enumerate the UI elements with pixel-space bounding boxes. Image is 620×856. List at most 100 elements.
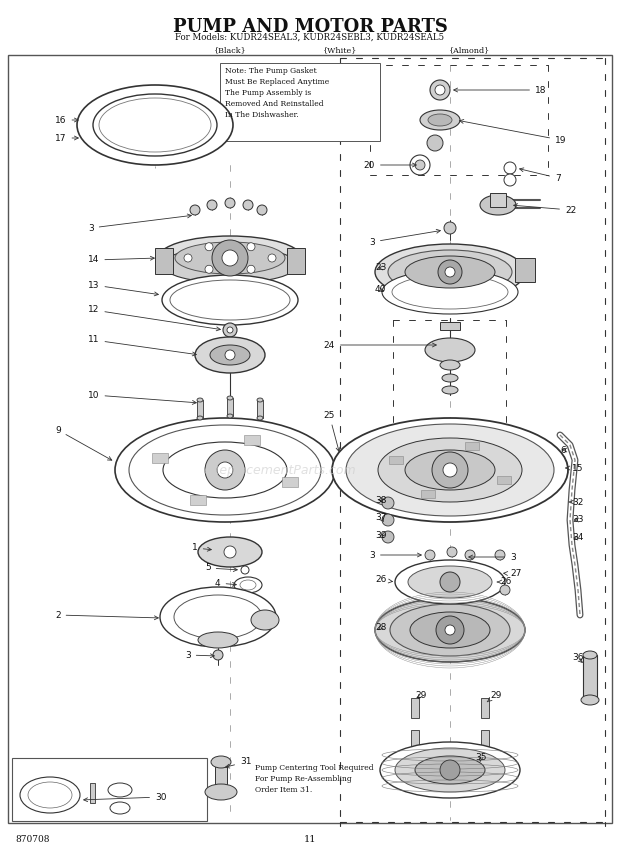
Text: 40: 40	[375, 286, 386, 294]
Ellipse shape	[480, 195, 516, 215]
Text: 19: 19	[459, 120, 567, 145]
Text: 3: 3	[469, 552, 516, 562]
Ellipse shape	[28, 782, 72, 808]
Ellipse shape	[405, 256, 495, 288]
Ellipse shape	[405, 450, 495, 490]
Ellipse shape	[234, 577, 262, 593]
Ellipse shape	[500, 585, 510, 595]
Bar	[281, 478, 298, 487]
Text: 6: 6	[560, 445, 567, 455]
Ellipse shape	[195, 337, 265, 373]
Text: 3: 3	[370, 229, 440, 247]
Text: eReplacementParts.com: eReplacementParts.com	[204, 463, 356, 477]
Ellipse shape	[375, 598, 525, 662]
Bar	[215, 762, 227, 792]
Ellipse shape	[205, 784, 237, 800]
Ellipse shape	[227, 414, 233, 418]
Bar	[440, 322, 460, 330]
Ellipse shape	[436, 616, 464, 644]
Bar	[244, 436, 260, 445]
Text: 29: 29	[415, 691, 427, 699]
Ellipse shape	[129, 425, 321, 515]
Ellipse shape	[190, 205, 200, 215]
Bar	[421, 490, 435, 498]
Ellipse shape	[257, 398, 263, 402]
Text: 3: 3	[370, 550, 422, 560]
Text: 26: 26	[497, 578, 511, 586]
Ellipse shape	[390, 604, 510, 656]
Ellipse shape	[382, 531, 394, 543]
Bar	[481, 698, 489, 718]
Ellipse shape	[425, 550, 435, 560]
Ellipse shape	[163, 442, 287, 498]
Ellipse shape	[225, 198, 235, 208]
Ellipse shape	[243, 200, 253, 210]
Text: 33: 33	[572, 515, 583, 525]
Text: 9: 9	[55, 425, 112, 461]
Ellipse shape	[240, 580, 256, 590]
Text: 32: 32	[569, 497, 583, 507]
Text: 13: 13	[88, 281, 158, 296]
Ellipse shape	[257, 205, 267, 215]
Ellipse shape	[375, 244, 525, 300]
Text: PUMP AND MOTOR PARTS: PUMP AND MOTOR PARTS	[172, 18, 448, 36]
Ellipse shape	[382, 497, 394, 509]
Ellipse shape	[205, 450, 245, 490]
Ellipse shape	[408, 566, 492, 598]
Bar	[481, 730, 489, 750]
Ellipse shape	[581, 695, 599, 705]
Ellipse shape	[197, 398, 203, 402]
Ellipse shape	[174, 595, 262, 639]
Ellipse shape	[162, 247, 298, 283]
Ellipse shape	[395, 748, 505, 792]
Bar	[583, 655, 597, 700]
Ellipse shape	[504, 162, 516, 174]
Ellipse shape	[504, 174, 516, 186]
Text: 20: 20	[363, 161, 416, 169]
Ellipse shape	[443, 463, 457, 477]
Ellipse shape	[257, 416, 263, 420]
Ellipse shape	[247, 243, 255, 251]
Ellipse shape	[211, 756, 231, 768]
Ellipse shape	[93, 94, 217, 156]
Text: 16: 16	[55, 116, 78, 124]
Bar	[257, 400, 263, 418]
Ellipse shape	[158, 236, 302, 280]
Ellipse shape	[583, 651, 597, 659]
Ellipse shape	[438, 260, 462, 284]
Ellipse shape	[99, 98, 211, 152]
Ellipse shape	[175, 242, 285, 274]
Text: 1: 1	[192, 544, 211, 552]
Bar	[490, 193, 506, 207]
Ellipse shape	[378, 438, 522, 502]
Ellipse shape	[432, 452, 468, 488]
Ellipse shape	[224, 546, 236, 558]
Text: 17: 17	[55, 134, 78, 142]
Bar	[197, 400, 203, 418]
Bar	[12, 758, 207, 821]
Text: 24: 24	[324, 341, 436, 349]
Bar	[497, 476, 511, 484]
Ellipse shape	[430, 80, 450, 100]
Bar	[220, 63, 380, 141]
Text: 7: 7	[520, 168, 560, 182]
Text: 12: 12	[88, 306, 220, 330]
Ellipse shape	[382, 514, 394, 526]
Ellipse shape	[440, 760, 460, 780]
Ellipse shape	[198, 632, 238, 648]
Ellipse shape	[77, 85, 233, 165]
Text: 26: 26	[375, 575, 392, 585]
Bar	[515, 258, 535, 282]
Text: 39: 39	[375, 532, 386, 540]
Text: 28: 28	[375, 623, 386, 633]
Text: 31: 31	[226, 758, 252, 768]
Text: 870708: 870708	[15, 835, 50, 845]
Ellipse shape	[227, 396, 233, 400]
Ellipse shape	[442, 386, 458, 394]
Ellipse shape	[445, 625, 455, 635]
Ellipse shape	[115, 418, 335, 522]
Text: 25: 25	[324, 411, 340, 451]
Ellipse shape	[425, 338, 475, 362]
Ellipse shape	[207, 200, 217, 210]
Ellipse shape	[435, 85, 445, 95]
